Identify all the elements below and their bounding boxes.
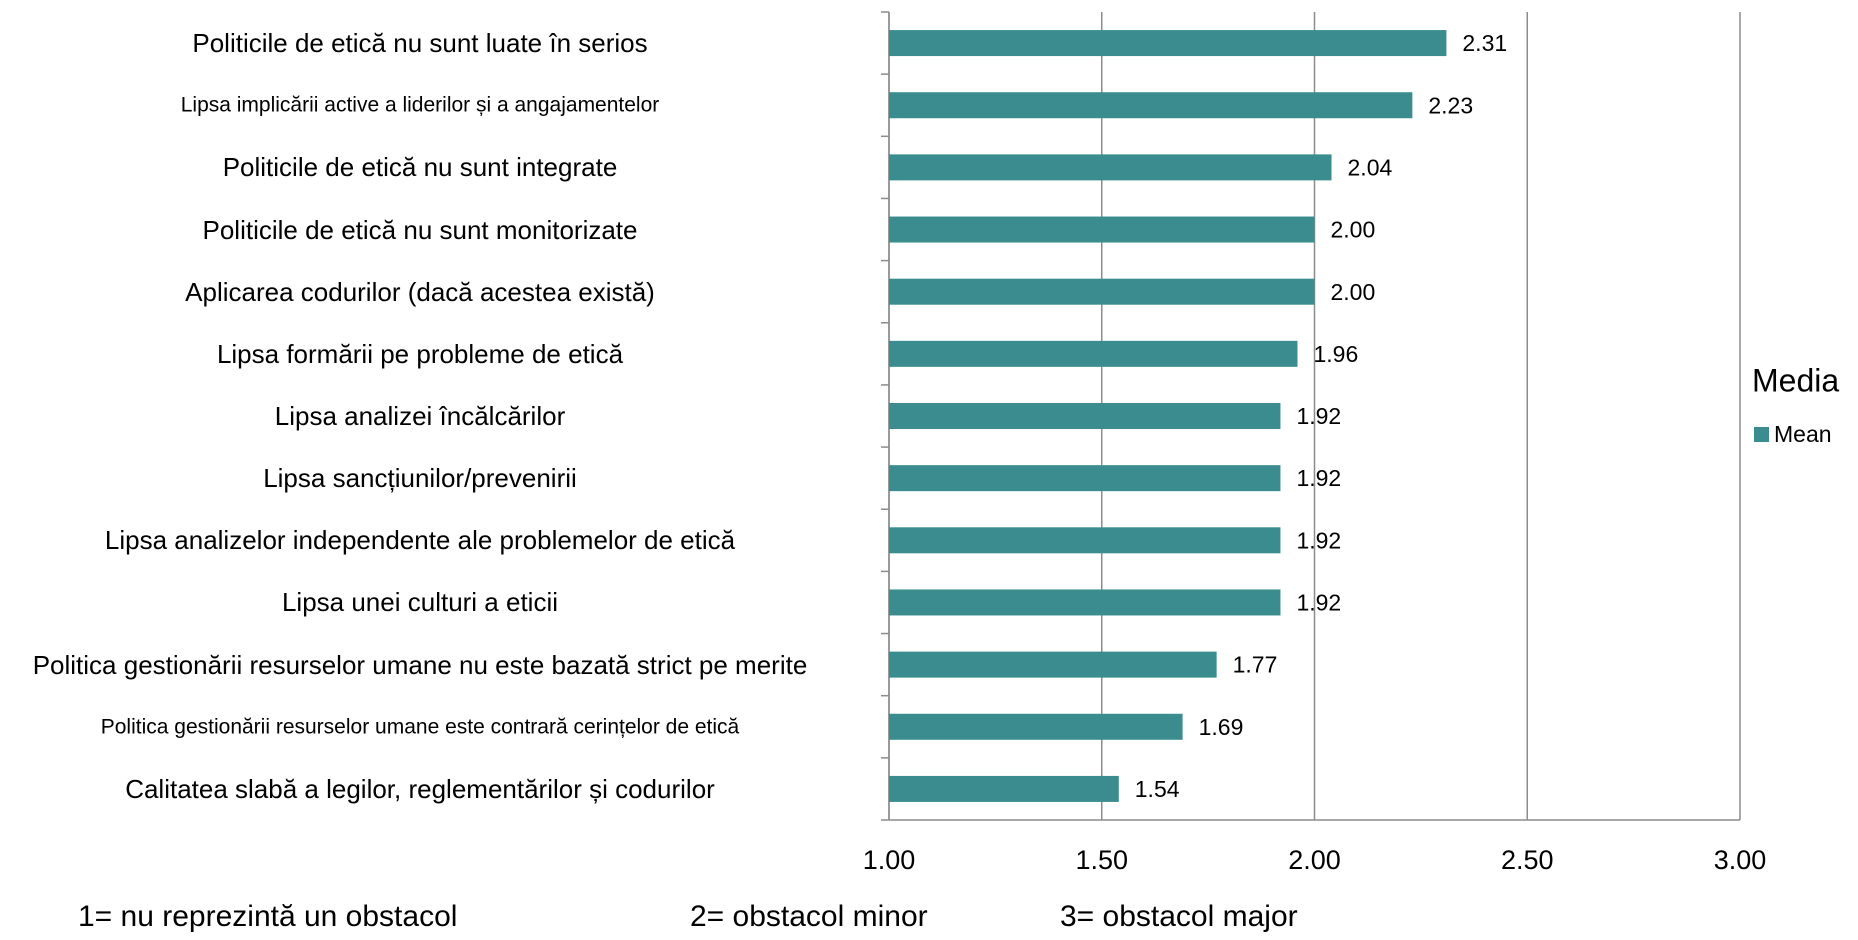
category-label: Calitatea slabă a legilor, reglementăril…	[0, 774, 840, 804]
value-label: 1.92	[1296, 590, 1341, 616]
category-label: Lipsa formării pe probleme de etică	[0, 339, 840, 369]
category-label: Lipsa analizelor independente ale proble…	[0, 525, 840, 555]
value-label: 2.23	[1428, 92, 1473, 118]
bar	[889, 652, 1217, 678]
bar	[889, 341, 1297, 367]
value-label: 1.54	[1135, 776, 1180, 802]
annotation: 1= nu reprezintă un obstacol	[78, 900, 457, 934]
value-label: 1.92	[1296, 527, 1341, 553]
x-tick-label: 2.50	[1501, 845, 1554, 875]
bar	[889, 589, 1280, 615]
bar	[889, 776, 1119, 802]
value-label: 2.31	[1462, 30, 1507, 56]
value-label: 1.96	[1313, 341, 1358, 367]
category-label: Politica gestionării resurselor umane nu…	[0, 650, 840, 680]
category-label: Lipsa implicării active a liderilor și a…	[0, 92, 840, 119]
category-label: Lipsa analizei încălcărilor	[0, 401, 840, 431]
category-label: Lipsa unei culturi a eticii	[0, 587, 840, 617]
annotation: 2= obstacol minor	[690, 900, 928, 934]
bar	[889, 279, 1315, 305]
annotation: 3= obstacol major	[1060, 900, 1298, 934]
x-tick-label: 2.00	[1288, 845, 1341, 875]
x-tick-label: 1.50	[1075, 845, 1128, 875]
value-label: 1.69	[1199, 714, 1244, 740]
value-label: 1.92	[1296, 465, 1341, 491]
value-label: 1.92	[1296, 403, 1341, 429]
bar	[889, 217, 1315, 243]
value-label: 2.00	[1331, 279, 1376, 305]
category-label: Politicile de etică nu sunt luate în ser…	[0, 28, 840, 58]
category-label: Aplicarea codurilor (dacă acestea există…	[0, 277, 840, 307]
bar	[889, 714, 1183, 740]
bar	[889, 465, 1280, 491]
category-label: Lipsa sancțiunilor/prevenirii	[0, 463, 840, 493]
bar	[889, 92, 1412, 118]
category-label: Politicile de etică nu sunt monitorizate	[0, 215, 840, 245]
value-label: 1.77	[1233, 652, 1278, 678]
bar	[889, 154, 1332, 180]
legend-title: Media	[1752, 362, 1839, 398]
value-label: 2.00	[1331, 217, 1376, 243]
bar	[889, 527, 1280, 553]
category-label: Politica gestionării resurselor umane es…	[0, 713, 840, 740]
legend-swatch	[1754, 427, 1769, 442]
bar	[889, 403, 1280, 429]
page: {"chart_data":{"type":"bar","orientation…	[0, 0, 1858, 940]
bar	[889, 30, 1446, 56]
category-label: Politicile de etică nu sunt integrate	[0, 152, 840, 182]
value-label: 2.04	[1348, 154, 1393, 180]
x-tick-label: 3.00	[1714, 845, 1767, 875]
x-tick-label: 1.00	[863, 845, 916, 875]
legend-label: Mean	[1774, 421, 1832, 447]
